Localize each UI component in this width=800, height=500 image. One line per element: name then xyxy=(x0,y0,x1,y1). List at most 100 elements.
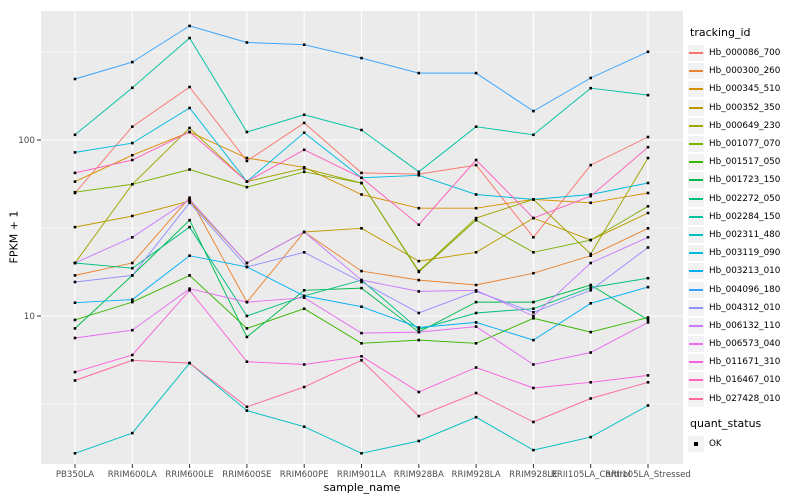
data-point xyxy=(245,405,249,409)
data-point xyxy=(188,106,191,110)
data-point xyxy=(646,316,650,319)
data-point xyxy=(131,431,134,435)
data-point xyxy=(417,170,421,174)
data-point xyxy=(360,269,363,273)
data-point xyxy=(474,71,478,75)
data-point xyxy=(302,289,306,292)
x-tick-label: RRIM600PE xyxy=(280,470,329,480)
data-point xyxy=(417,390,421,394)
legend-key xyxy=(688,317,704,334)
legend-line-swatch xyxy=(689,88,703,91)
data-point xyxy=(188,85,191,89)
legend-line-swatch xyxy=(689,324,703,327)
legend-entry: Hb_006132_110 xyxy=(688,317,800,335)
data-point xyxy=(73,171,77,175)
legend-label: Hb_027428_010 xyxy=(709,393,781,404)
legend-line-swatch xyxy=(689,270,703,273)
data-point xyxy=(646,205,650,208)
data-point xyxy=(646,285,650,289)
data-point xyxy=(474,193,478,196)
legend-line-swatch xyxy=(689,288,703,291)
data-point xyxy=(646,181,650,185)
data-point xyxy=(646,135,650,139)
data-point xyxy=(532,251,535,254)
data-point xyxy=(646,227,650,230)
legend-key xyxy=(688,354,704,371)
data-point xyxy=(474,391,478,395)
y-axis-title: FPKM + 1 xyxy=(7,210,21,264)
data-point xyxy=(302,167,306,170)
legend-label: Hb_000300_260 xyxy=(709,66,781,77)
data-point xyxy=(417,259,421,263)
data-point xyxy=(360,452,363,455)
data-point xyxy=(474,311,478,315)
data-point xyxy=(131,141,134,145)
data-point xyxy=(131,153,134,157)
legend-line-swatch xyxy=(689,252,703,255)
legend-entry: Hb_002284_150 xyxy=(688,208,800,226)
data-point xyxy=(417,439,421,443)
data-point xyxy=(245,300,249,304)
legend-entry: Hb_006573_040 xyxy=(688,335,800,353)
x-tick-label: RRIM600SE xyxy=(222,470,271,480)
legend-label: Hb_002284_150 xyxy=(709,211,781,222)
legend-key xyxy=(688,190,704,207)
data-point xyxy=(646,276,650,280)
legend-label: Hb_003119_090 xyxy=(709,248,781,259)
legend-entry: Hb_003213_010 xyxy=(688,262,800,280)
data-point xyxy=(302,131,306,134)
data-point xyxy=(474,206,478,210)
legend-entry: Hb_004312_010 xyxy=(688,299,800,317)
data-point xyxy=(646,404,650,407)
data-point xyxy=(188,126,191,130)
data-point xyxy=(360,176,363,180)
legend-label-ok: OK xyxy=(709,438,722,449)
data-point xyxy=(73,452,77,455)
data-point xyxy=(417,278,421,282)
data-point xyxy=(474,158,478,162)
data-point xyxy=(589,201,592,205)
legend-key xyxy=(688,99,704,116)
x-axis-title: sample_name xyxy=(323,481,401,494)
data-point xyxy=(646,211,650,215)
legend-entry: Hb_000649_230 xyxy=(688,117,800,135)
x-tick-label: RRIM928LE xyxy=(509,470,558,480)
data-point xyxy=(589,163,592,167)
legend-line-swatch xyxy=(689,70,703,73)
data-point xyxy=(417,206,421,210)
data-point xyxy=(245,360,249,363)
data-point xyxy=(302,170,306,174)
data-point xyxy=(589,381,592,384)
data-point xyxy=(131,60,134,64)
data-point xyxy=(245,335,249,339)
data-point xyxy=(646,145,650,149)
legend-entry: Hb_002272_050 xyxy=(688,190,800,208)
data-point xyxy=(589,286,592,289)
data-point xyxy=(188,274,191,277)
data-point xyxy=(188,201,191,205)
ok-point-key xyxy=(688,435,704,452)
legend-label: Hb_001077_070 xyxy=(709,139,781,150)
data-point xyxy=(73,261,77,265)
legend-entry-ok: OK xyxy=(688,435,800,453)
data-point xyxy=(131,86,134,90)
data-point xyxy=(73,180,77,183)
data-point xyxy=(302,121,306,125)
data-point xyxy=(474,415,478,419)
legend-entry: Hb_000345_510 xyxy=(688,80,800,98)
data-point xyxy=(245,41,249,44)
data-point xyxy=(417,311,421,315)
data-point xyxy=(131,300,134,304)
legend-entry: Hb_000086_700 xyxy=(688,44,800,62)
legend-label: Hb_006573_040 xyxy=(709,339,781,350)
data-point xyxy=(532,236,535,239)
data-point xyxy=(245,159,249,163)
data-point xyxy=(131,359,134,362)
data-point xyxy=(532,311,535,314)
legend-key xyxy=(688,226,704,243)
data-point xyxy=(131,125,134,128)
x-tick-label: PB350LA xyxy=(56,470,94,480)
data-point xyxy=(532,133,535,137)
data-point xyxy=(532,314,535,318)
legend-label: Hb_004096_180 xyxy=(709,284,781,295)
